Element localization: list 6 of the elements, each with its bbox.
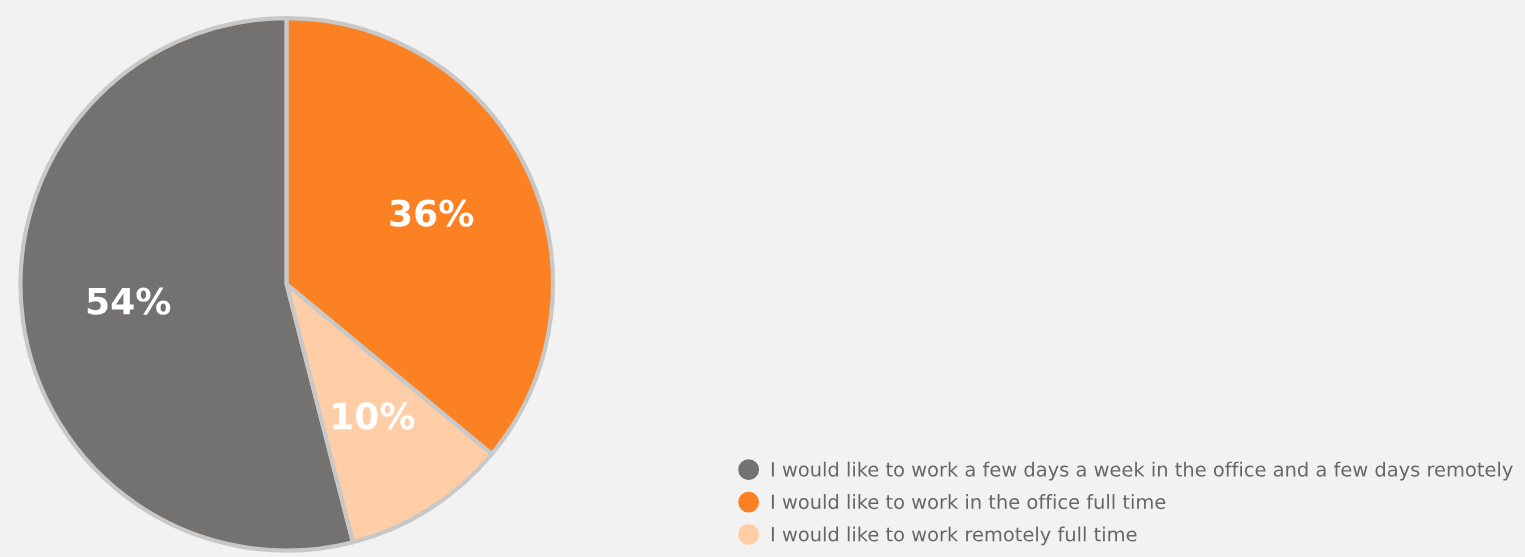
legend-label: I would like to work remotely full time <box>771 526 1137 546</box>
legend-label: I would like to work in the office full time <box>771 494 1166 510</box>
data-label: 10% <box>333 402 415 430</box>
data-label: 54% <box>87 287 171 315</box>
data-label: 36% <box>390 199 474 227</box>
legend-label: I would like to work a few days a week in the office and a few days remotely <box>771 461 1513 481</box>
